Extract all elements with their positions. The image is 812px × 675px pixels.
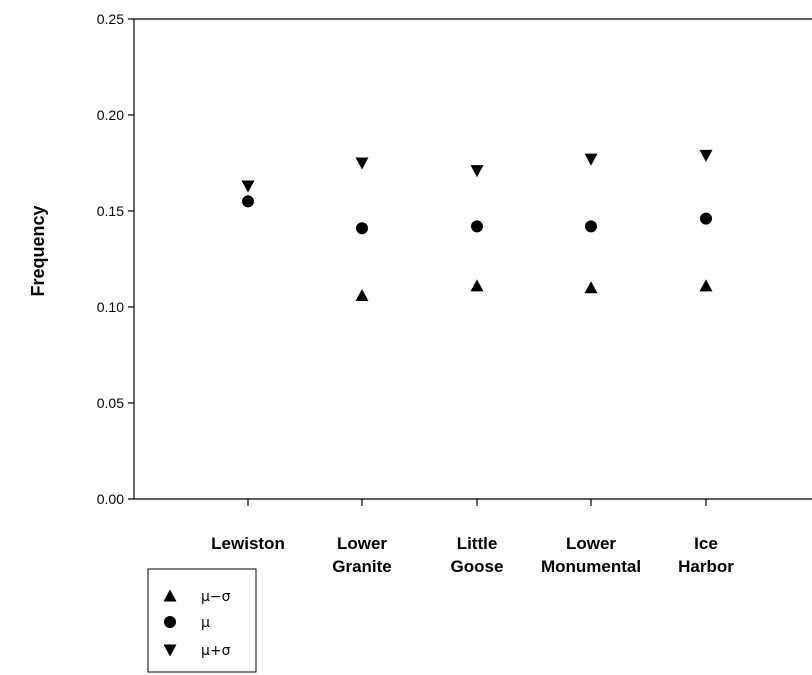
data-point <box>241 180 255 193</box>
y-axis-title: Frequency <box>28 205 48 296</box>
data-point <box>699 149 713 162</box>
x-category-label: Granite <box>332 557 392 576</box>
data-point <box>699 279 713 292</box>
data-marks <box>241 149 713 301</box>
y-tick-label: 0.20 <box>97 107 124 123</box>
y-tick-label: 0.10 <box>97 299 124 315</box>
data-point <box>471 220 483 233</box>
data-point <box>584 281 598 294</box>
legend-label: μ−σ <box>201 589 231 605</box>
data-point <box>585 220 597 233</box>
x-category-label: Little <box>457 534 498 553</box>
data-point <box>355 288 369 301</box>
y-tick-label: 0.00 <box>97 491 124 507</box>
y-ticks: 0.00 0.05 0.10 0.15 0.20 0.25 <box>97 11 134 507</box>
y-tick-label: 0.15 <box>97 203 124 219</box>
x-categories: Lewiston Lower Granite Little Goose Lower Monu… <box>211 499 734 576</box>
x-category-label: Goose <box>451 557 504 576</box>
legend: μ−σ μ μ+σ <box>147 568 257 673</box>
axes <box>133 18 812 500</box>
x-category-label: Lower <box>566 534 616 553</box>
data-point <box>356 222 368 235</box>
legend-marker <box>164 616 176 628</box>
x-category-label: Monumental <box>541 557 641 576</box>
x-category-label: Harbor <box>678 557 734 576</box>
data-point <box>470 165 484 178</box>
legend-label: μ+σ <box>201 643 231 659</box>
legend-box <box>147 568 257 673</box>
data-point <box>470 279 484 292</box>
data-point <box>242 195 254 208</box>
data-point <box>700 212 712 225</box>
x-category-label: Lower <box>337 534 387 553</box>
x-category-label: Lewiston <box>211 534 285 553</box>
data-point <box>584 153 598 166</box>
legend-marker <box>163 589 177 602</box>
legend-marker <box>163 644 177 657</box>
y-tick-label: 0.25 <box>97 11 124 27</box>
legend-label: μ <box>201 615 210 631</box>
x-category-label: Ice <box>694 534 718 553</box>
y-tick-label: 0.05 <box>97 395 124 411</box>
data-point <box>355 157 369 170</box>
